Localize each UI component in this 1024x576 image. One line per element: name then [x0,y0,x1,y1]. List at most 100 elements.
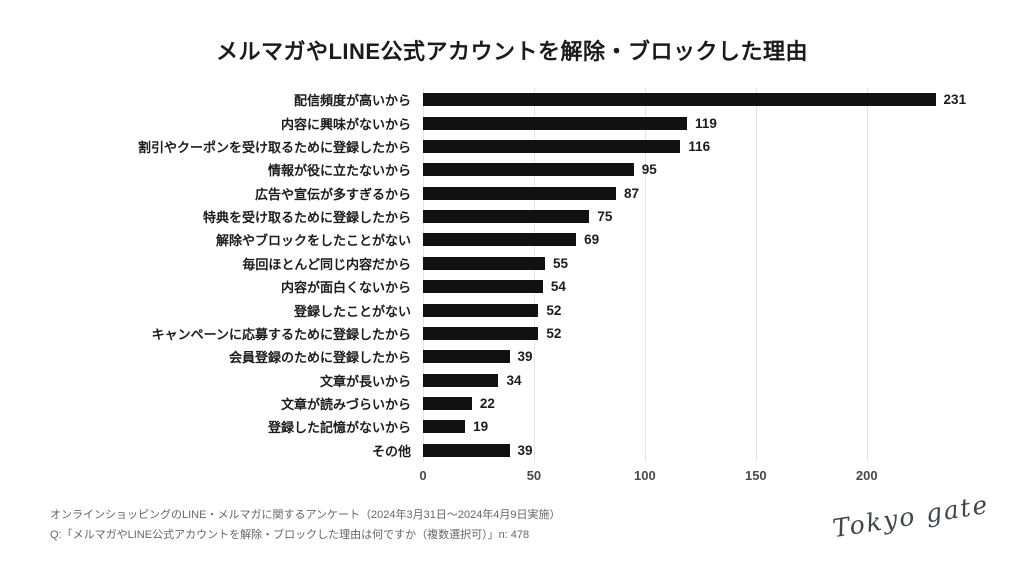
chart-title: メルマガやLINE公式アカウントを解除・ブロックした理由 [215,39,809,64]
gridline-x-100 [644,88,646,462]
chart-row: 毎回ほとんど同じ内容だから 55 [50,252,940,275]
bar-area: 54 [423,275,940,298]
category-label: 配信頻度が高いから [293,93,411,109]
value-label: 39 [517,442,533,458]
bar [423,350,510,364]
bar [423,326,539,340]
bar [423,443,510,457]
chart-row: 割引やクーポンを受け取るために登録したから 116 [50,135,940,158]
category-label: その他 [371,443,411,459]
bar-area: 231 [423,88,966,111]
category-label: 登録した記憶がないから [267,420,411,436]
value-label: 75 [597,209,613,225]
bar-area: 34 [423,369,940,392]
chart-row: 文章が長いから 34 [50,369,940,392]
category-label: 文章が読みづらいから [280,397,411,413]
category-label: 毎回ほとんど同じ内容だから [242,256,411,272]
bar-area: 39 [423,345,940,368]
bar-area: 119 [423,111,940,134]
category-label: 広告や宣伝が多すぎるから [254,186,411,202]
value-label: 19 [473,419,489,435]
value-label: 22 [479,396,495,412]
gridline-x-150 [755,88,757,462]
gridline-x-0 [423,88,424,462]
bar-area: 52 [423,322,940,345]
x-axis-tick-label: 0 [419,468,427,483]
chart-row: その他 39 [50,439,940,462]
category-label: 文章が長いから [319,373,411,389]
bar [423,256,546,270]
category-label: 割引やクーポンを受け取るために登録したから [137,139,411,155]
chart-row: 特典を受け取るために登録したから 75 [50,205,940,228]
value-label: 231 [943,92,967,108]
footer-notes: オンラインショッピングのLINE・メルマガに関するアンケート（2024年3月31… [50,505,561,545]
category-label: 内容が面白くないから [280,280,411,296]
chart-row: 会員登録のために登録したから 39 [50,345,940,368]
chart-row: 配信頻度が高いから 231 [50,88,966,111]
bar [423,139,681,153]
chart-row: 文章が読みづらいから 22 [50,392,940,415]
bar-area: 87 [423,182,940,205]
bar [423,210,590,224]
value-label: 34 [506,372,522,388]
chart-row: 登録したことがない 52 [50,298,940,321]
chart-row: キャンペーンに応募するために登録したから 52 [50,322,940,345]
footer-survey-source: オンラインショッピングのLINE・メルマガに関するアンケート（2024年3月31… [50,509,561,521]
chart-row: 広告や宣伝が多すぎるから 87 [50,182,940,205]
x-axis-tick-label: 200 [855,468,878,483]
category-label: 登録したことがない [293,303,411,319]
chart-row: 登録した記憶がないから 19 [50,415,940,438]
value-label: 87 [624,185,640,201]
bar [423,116,688,130]
value-label: 119 [695,115,717,131]
x-axis-tick-label: 100 [634,468,656,483]
gridline-x-50 [533,88,535,462]
chart-row: 情報が役に立たないから 95 [50,158,940,181]
footer-survey-question: Q:「メルマガやLINE公式アカウントを解除・ブロックした理由は何ですか（複数選… [50,529,530,541]
bar-area: 95 [423,158,940,181]
x-axis-tick-label: 150 [744,468,767,483]
bar-area: 39 [423,439,940,462]
category-label: 会員登録のために登録したから [228,350,411,366]
x-axis-tick-label: 50 [526,468,542,483]
grid-layer [423,88,940,462]
bar [423,163,634,177]
bar [423,303,539,317]
value-label: 95 [641,162,657,178]
bar [423,420,466,434]
category-label: キャンペーンに応募するために登録したから [151,326,411,342]
value-label: 39 [517,349,533,365]
value-label: 52 [546,302,562,318]
bar-area: 19 [423,415,940,438]
bar-area: 75 [423,205,940,228]
chart-row: 内容に興味がないから 119 [50,111,940,134]
gridline-x-200 [866,88,868,462]
value-label: 55 [553,255,569,271]
bar [423,233,577,247]
value-label: 52 [546,325,562,341]
x-axis: 0 50 100 150 200 [419,468,940,488]
bar-area: 22 [423,392,940,415]
category-label: 特典を受け取るために登録したから [202,210,411,226]
bar-area: 55 [423,252,940,275]
bar [423,397,472,411]
value-label: 69 [584,232,600,248]
category-label: 内容に興味がないから [280,116,411,132]
bar-chart: 配信頻度が高いから 231 内容に興味がないから 119 割引やクーポンを受け取るために… [50,88,966,483]
chart-row: 解除やブロックをしたことがない 69 [50,228,940,251]
chart-rows: 配信頻度が高いから 231 内容に興味がないから 119 割引やクーポンを受け取るために… [50,88,966,462]
brand-logo: Tokyo gate [830,489,992,544]
bar-area: 52 [423,298,940,321]
chart-row: 内容が面白くないから 54 [50,275,940,298]
bar [423,186,617,200]
category-label: 情報が役に立たないから [267,163,411,179]
bar-area: 69 [423,228,940,251]
value-label: 116 [688,138,711,154]
bar [423,280,543,294]
bar [423,373,499,387]
bar-area: 116 [423,135,940,158]
category-label: 解除やブロックをしたことがない [215,233,411,249]
bar [423,93,936,107]
value-label: 54 [550,279,566,295]
